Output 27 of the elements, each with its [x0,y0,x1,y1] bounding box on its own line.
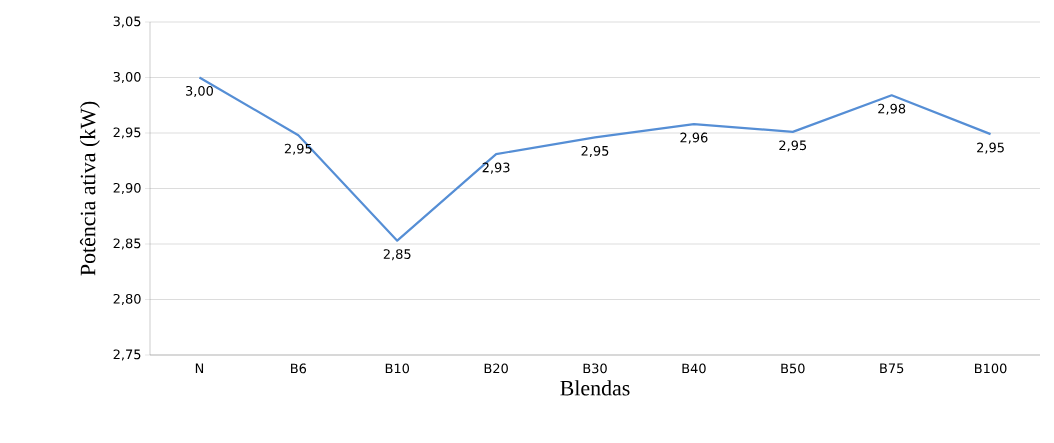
y-tick-label: 2,75 [113,349,141,361]
data-label: 2,95 [779,140,807,152]
data-label: 2,85 [383,249,411,261]
y-tick-label: 2,90 [113,182,141,195]
data-label: 2,96 [680,132,708,144]
y-tick-label: 2,85 [113,238,141,250]
y-tick-label: 2,80 [113,293,141,306]
y-tick-label: 3,00 [113,71,141,84]
y-tick-label: 3,05 [113,16,141,28]
x-axis-title: Blendas [560,380,630,396]
data-label: 3,00 [186,86,213,98]
x-tick-label: B20 [484,363,508,374]
data-label: 2,98 [878,103,906,115]
x-tick-label: B30 [583,363,607,374]
data-label: 2,95 [977,142,1004,154]
x-tick-label: B50 [781,363,805,374]
data-label: 2,93 [482,162,510,174]
x-tick-label: B75 [880,363,904,374]
x-tick-label: B10 [385,363,410,374]
y-axis-title: Potência ativa (kW) [79,101,100,276]
x-tick-label: N [195,363,204,373]
x-tick-label: B100 [975,363,1007,374]
data-label: 2,95 [284,143,312,155]
x-tick-label: B6 [291,363,307,374]
data-label: 2,95 [581,145,609,158]
y-tick-label: 2,95 [113,127,141,139]
x-tick-label: B40 [682,363,706,374]
